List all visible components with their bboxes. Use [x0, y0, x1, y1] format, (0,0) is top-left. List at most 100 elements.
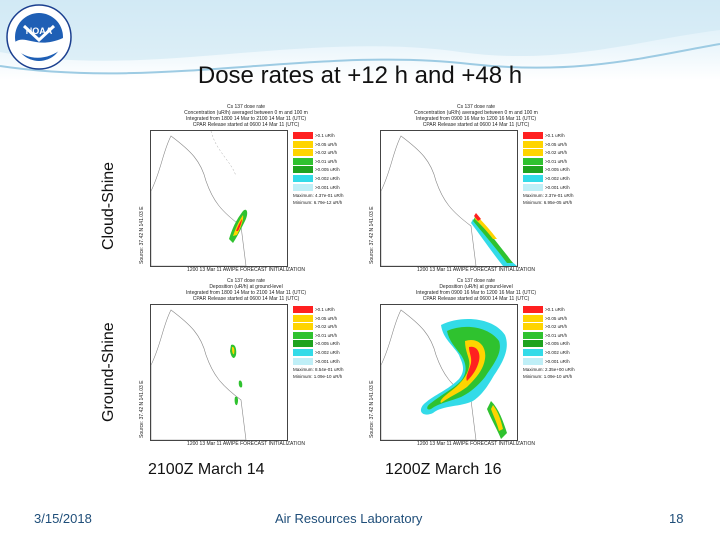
legend: >0.1 uR/h >0.05 uR/h >0.02 uR/h >0.01 uR/h >… — [523, 306, 583, 380]
dose-map-panel-bottom-right: Cs 137 dose rate Deposition (uR/h) at gr… — [365, 278, 587, 448]
panel-footer: 1200 13 Mar 11 AWIPE FORECAST INITIALIZA… — [187, 441, 305, 447]
noaa-logo: NOAA — [6, 4, 72, 70]
legend-label: >0.002 uR/h — [545, 349, 570, 355]
legend-max: Maximum: 2.35e+00 uR/h — [523, 367, 575, 373]
legend-row: >0.05 uR/h — [523, 140, 583, 148]
panel-source-label: Source: 37.42 N 141.03 E — [369, 206, 375, 264]
legend-row: >0.1 uR/h — [293, 306, 353, 313]
panel-source-label: Source: 37.42 N 141.03 E — [139, 206, 145, 264]
legend-swatch — [293, 157, 313, 165]
legend-row: >0.05 uR/h — [523, 314, 583, 322]
dispersion-map — [150, 304, 288, 441]
legend-label: >0.01 uR/h — [315, 158, 338, 164]
legend-label: >0.1 uR/h — [315, 133, 335, 138]
legend-swatch — [293, 183, 313, 191]
legend-row: >0.1 uR/h — [523, 306, 583, 313]
panel-source-label: Source: 37.42 N 141.03 E — [139, 380, 145, 438]
legend-swatch — [293, 314, 313, 322]
legend-swatch — [293, 166, 313, 174]
legend-swatch — [293, 132, 313, 139]
legend-swatch — [523, 132, 543, 139]
caption-left: 2100Z March 14 — [148, 461, 265, 478]
legend-row: >0.02 uR/h — [293, 323, 353, 331]
legend-max: Maximum: 2.37e-01 uR/h — [523, 193, 574, 199]
legend: >0.1 uR/h >0.05 uR/h >0.02 uR/h >0.01 uR/h >… — [523, 132, 583, 206]
legend: >0.1 uR/h >0.05 uR/h >0.02 uR/h >0.01 uR/h >… — [293, 132, 353, 206]
legend-max: Maximum: 4.37e-01 uR/h — [293, 193, 344, 199]
panel-integration: Integrated from 1800 14 Mar to 2100 14 M… — [186, 116, 306, 122]
legend-label: >0.02 uR/h — [315, 150, 338, 156]
caption-right: 1200Z March 16 — [385, 461, 502, 478]
legend-label: >0.005 uR/h — [545, 167, 570, 173]
legend-row: >0.01 uR/h — [523, 157, 583, 165]
legend-swatch — [523, 306, 543, 313]
legend-label: >0.005 uR/h — [315, 341, 340, 347]
legend-max: Maximum: 8.54e-01 uR/h — [293, 367, 344, 373]
legend-row: >0.01 uR/h — [523, 331, 583, 339]
legend-row: >0.002 uR/h — [293, 174, 353, 182]
legend-swatch — [293, 140, 313, 148]
legend-label: >0.05 uR/h — [315, 315, 338, 321]
legend-swatch — [523, 166, 543, 174]
legend-min: Minimum: 6.95e-05 uR/h — [523, 200, 573, 206]
legend-row: >0.001 uR/h — [293, 183, 353, 191]
legend-row: >0.002 uR/h — [293, 348, 353, 356]
panel-subtitle: Concentration (uR/h) averaged between 0 … — [414, 110, 538, 116]
dispersion-map — [380, 130, 518, 267]
legend-swatch — [523, 357, 543, 365]
legend-row: >0.001 uR/h — [523, 357, 583, 365]
panel-footer: 1200 13 Mar 11 AWIPE FORECAST INITIALIZA… — [417, 441, 535, 447]
legend-row: >0.01 uR/h — [293, 331, 353, 339]
panel-title: Cs 137 dose rate — [226, 278, 266, 284]
legend-swatch — [293, 331, 313, 339]
legend-label: >0.1 uR/h — [315, 307, 335, 312]
legend-swatch — [293, 323, 313, 331]
panel-integration: Integrated from 1800 14 Mar to 2100 14 M… — [186, 290, 306, 296]
legend-swatch — [523, 331, 543, 339]
legend-label: >0.005 uR/h — [315, 167, 340, 173]
legend-label: >0.05 uR/h — [545, 141, 568, 147]
legend-swatch — [293, 348, 313, 356]
slide-number: 18 — [669, 511, 684, 526]
legend-swatch — [523, 314, 543, 322]
dispersion-map — [380, 304, 518, 441]
dose-map-panel-top-right: Cs 137 dose rate Concentration (uR/h) av… — [365, 104, 587, 274]
legend-swatch — [523, 340, 543, 348]
legend-swatch — [293, 149, 313, 157]
legend-swatch — [293, 174, 313, 182]
legend-swatch — [523, 348, 543, 356]
legend-row: >0.02 uR/h — [523, 149, 583, 157]
legend-swatch — [293, 340, 313, 348]
legend-label: >0.005 uR/h — [545, 341, 570, 347]
legend-label: >0.02 uR/h — [545, 324, 568, 330]
panel-title: Cs 137 dose rate — [226, 104, 266, 110]
legend-label: >0.01 uR/h — [315, 332, 338, 338]
legend-swatch — [523, 149, 543, 157]
legend-row: >0.1 uR/h — [523, 132, 583, 139]
logo-text: NOAA — [26, 26, 53, 36]
legend-swatch — [523, 157, 543, 165]
legend-swatch — [523, 323, 543, 331]
legend-label: >0.001 uR/h — [315, 184, 340, 190]
legend-min: Minimum: 6.79e-12 uR/h — [293, 200, 343, 206]
panel-footer: 1200 13 Mar 11 AWIPE FORECAST INITIALIZA… — [187, 267, 305, 273]
legend-row: >0.02 uR/h — [293, 149, 353, 157]
panel-title: Cs 137 dose rate — [456, 278, 496, 284]
legend-label: >0.01 uR/h — [545, 158, 568, 164]
legend-label: >0.01 uR/h — [545, 332, 568, 338]
panel-release: CPAR Release started at 0600 14 Mar 11 (… — [192, 122, 300, 128]
legend-label: >0.1 uR/h — [545, 133, 565, 138]
legend-label: >0.05 uR/h — [545, 315, 568, 321]
panel-integration: Integrated from 0900 16 Mar to 1200 16 M… — [416, 290, 536, 296]
legend-swatch — [293, 357, 313, 365]
dose-map-panel-bottom-left: Cs 137 dose rate Deposition (uR/h) at gr… — [135, 278, 357, 448]
panel-source-label: Source: 37.42 N 141.03 E — [369, 380, 375, 438]
legend-label: >0.001 uR/h — [545, 358, 570, 364]
legend-row: >0.05 uR/h — [293, 140, 353, 148]
footer-organization: Air Resources Laboratory — [275, 511, 423, 526]
panel-release: CPAR Release started at 0600 14 Mar 11 (… — [192, 296, 300, 302]
legend-row: >0.002 uR/h — [523, 348, 583, 356]
legend-row: >0.002 uR/h — [523, 174, 583, 182]
panel-title: Cs 137 dose rate — [456, 104, 496, 110]
legend-row: >0.02 uR/h — [523, 323, 583, 331]
